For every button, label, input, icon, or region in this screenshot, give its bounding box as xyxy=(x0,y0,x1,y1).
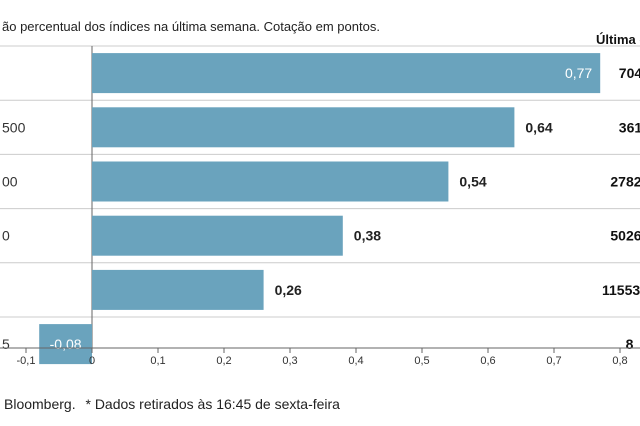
last-quote-header: Última c xyxy=(596,32,640,47)
value-label: 0,77 xyxy=(565,65,592,81)
last-quote-value: 11553 xyxy=(602,282,640,298)
value-label: 0,64 xyxy=(525,119,552,135)
x-tick-label: 0,4 xyxy=(348,355,363,367)
bar xyxy=(92,269,264,310)
x-tick-label: 0,3 xyxy=(282,355,297,367)
x-tick-label: 0,6 xyxy=(480,355,495,367)
category-label: 00 xyxy=(2,174,18,190)
value-label: 0,54 xyxy=(459,174,486,190)
last-quote-value: 704 xyxy=(619,65,640,81)
category-label: 0 xyxy=(2,228,10,244)
chart-subtitle: ão percentual dos índices na última sema… xyxy=(2,19,380,34)
source-label: Bloomberg. * Dados retirados às 16:45 de… xyxy=(4,396,340,412)
x-tick-label: -0,1 xyxy=(17,355,36,367)
x-tick-label: 0,1 xyxy=(150,355,165,367)
last-quote-value: 5026 xyxy=(610,228,640,244)
bar xyxy=(92,107,515,148)
last-quote-value: 2782 xyxy=(610,174,640,190)
x-tick-label: 0,7 xyxy=(546,355,561,367)
x-tick-label: 0 xyxy=(89,355,95,367)
value-label: 0,26 xyxy=(275,282,302,298)
source-text: Bloomberg. xyxy=(4,396,76,412)
bar xyxy=(92,53,601,94)
category-label: 500 xyxy=(2,119,26,135)
value-label: 0,38 xyxy=(354,228,381,244)
category-label: 5 xyxy=(2,336,10,352)
value-label: -0,08 xyxy=(50,336,82,352)
x-tick-label: 0,2 xyxy=(216,355,231,367)
last-quote-value: 361 xyxy=(619,119,640,135)
x-tick-label: 0,8 xyxy=(612,355,627,367)
bar xyxy=(92,161,449,202)
bar xyxy=(92,215,343,256)
bar xyxy=(39,324,92,365)
x-tick-label: 0,5 xyxy=(414,355,429,367)
last-quote-value: 8 xyxy=(626,336,634,352)
footnote-text: * Dados retirados às 16:45 de sexta-feir… xyxy=(85,396,340,412)
